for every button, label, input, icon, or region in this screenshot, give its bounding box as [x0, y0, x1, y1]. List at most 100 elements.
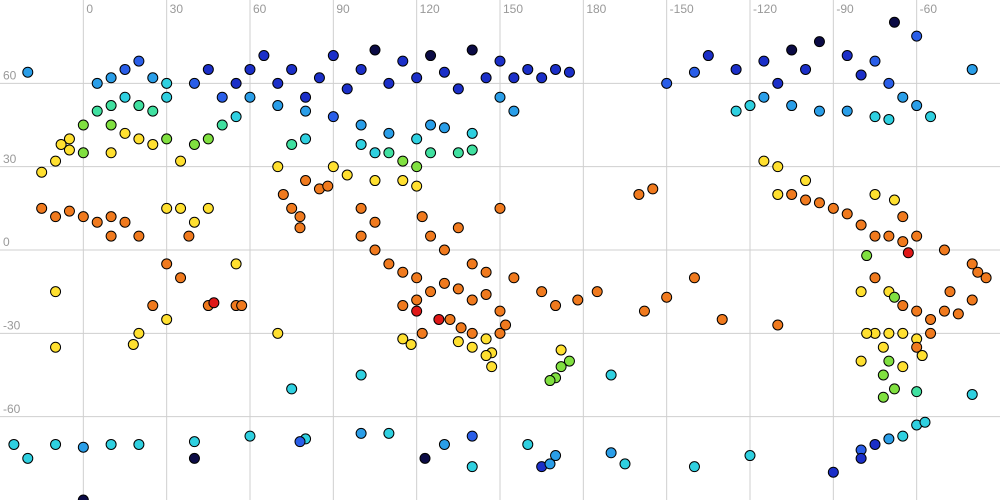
station-dot — [188, 216, 200, 228]
station-dot — [50, 155, 62, 167]
station-dot — [480, 266, 492, 278]
station-dot — [869, 438, 881, 450]
station-dot — [244, 91, 256, 103]
station-dot — [77, 211, 89, 223]
station-dot — [688, 272, 700, 284]
station-dot — [919, 416, 931, 428]
station-dot — [419, 452, 431, 464]
station-dot — [855, 452, 867, 464]
station-dot — [661, 291, 673, 303]
station-dot — [355, 119, 367, 131]
station-dot — [411, 133, 423, 145]
station-dot — [702, 50, 714, 62]
station-dot — [286, 63, 298, 75]
station-dot — [466, 294, 478, 306]
station-dot — [544, 375, 556, 387]
station-dot — [938, 305, 950, 317]
station-dot — [327, 161, 339, 173]
station-dot — [438, 122, 450, 134]
station-dot — [119, 91, 131, 103]
station-dot — [916, 350, 928, 362]
station-dot — [119, 216, 131, 228]
station-dot — [433, 313, 445, 325]
station-dot — [536, 286, 548, 298]
station-dot — [466, 44, 478, 56]
station-dot — [105, 230, 117, 242]
station-dot — [897, 430, 909, 442]
station-dot — [369, 244, 381, 256]
station-dot — [486, 361, 498, 373]
station-dot — [63, 144, 75, 156]
station-dot — [550, 63, 562, 75]
stations — [8, 16, 992, 500]
longitude-label: 0 — [86, 2, 93, 16]
longitude-label: 30 — [170, 2, 184, 16]
station-dot — [466, 461, 478, 473]
station-dot — [77, 147, 89, 159]
station-dot — [202, 63, 214, 75]
station-dot — [397, 266, 409, 278]
station-dot — [758, 91, 770, 103]
station-dot — [444, 313, 456, 325]
station-dot — [605, 447, 617, 459]
station-dot — [827, 466, 839, 478]
station-dot — [966, 63, 978, 75]
station-dot — [494, 327, 506, 339]
station-dot — [133, 438, 145, 450]
station-dot — [647, 183, 659, 195]
station-dot — [555, 344, 567, 356]
station-dot — [405, 338, 417, 350]
station-dot — [841, 105, 853, 117]
station-dot — [897, 300, 909, 312]
station-dot — [105, 147, 117, 159]
station-dot — [911, 386, 923, 398]
station-dot — [105, 72, 117, 84]
station-dot — [341, 83, 353, 95]
station-dot — [294, 436, 306, 448]
station-dot — [300, 105, 312, 117]
station-dot — [77, 494, 89, 500]
station-dot — [355, 369, 367, 381]
station-dot — [175, 272, 187, 284]
station-dot — [397, 55, 409, 67]
station-dot — [888, 16, 900, 28]
station-dot — [508, 272, 520, 284]
station-dot — [966, 258, 978, 270]
station-dot — [77, 441, 89, 453]
station-dot — [555, 361, 567, 373]
station-dot — [438, 277, 450, 289]
station-dot — [127, 338, 139, 350]
station-dot — [119, 127, 131, 139]
station-dot — [383, 147, 395, 159]
station-dot — [355, 230, 367, 242]
station-dot — [911, 30, 923, 42]
station-dot — [230, 111, 242, 123]
station-dot — [8, 438, 20, 450]
station-dot — [911, 341, 923, 353]
station-dot — [300, 133, 312, 145]
station-dot — [50, 438, 62, 450]
station-dot — [216, 119, 228, 131]
station-dot — [813, 36, 825, 48]
station-dot — [619, 458, 631, 470]
station-dot — [877, 391, 889, 403]
station-dot — [480, 333, 492, 345]
station-dot — [861, 250, 873, 262]
station-dot — [730, 105, 742, 117]
station-dot — [633, 188, 645, 200]
station-dot — [91, 216, 103, 228]
station-dot — [161, 91, 173, 103]
station-dot — [869, 188, 881, 200]
station-dot — [869, 111, 881, 123]
station-dot — [883, 230, 895, 242]
station-dot — [369, 175, 381, 187]
station-dot — [522, 438, 534, 450]
station-dot — [286, 138, 298, 150]
station-dot — [91, 105, 103, 117]
station-dot — [272, 100, 284, 112]
station-dot — [772, 319, 784, 331]
station-dot — [688, 66, 700, 78]
station-dot — [813, 197, 825, 209]
station-dot — [827, 202, 839, 214]
station-dot — [161, 77, 173, 89]
